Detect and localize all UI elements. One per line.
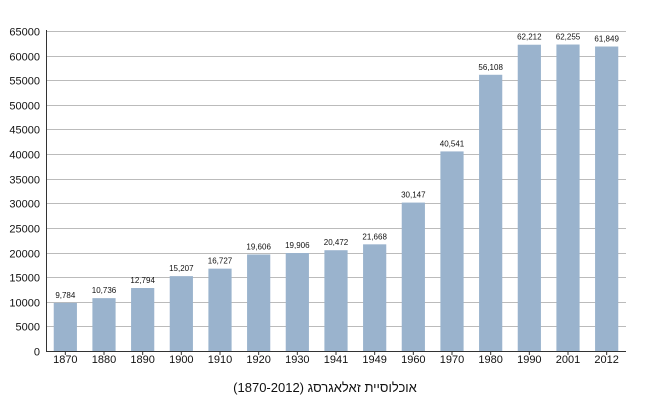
- bar-value-label: 30,147: [401, 191, 426, 200]
- x-tick-label: 2001: [556, 354, 580, 366]
- bar: [517, 44, 541, 352]
- bar-value-label: 61,849: [594, 35, 619, 44]
- bar: [363, 244, 387, 351]
- x-tick-label: 1910: [208, 354, 232, 366]
- y-tick-label: 5000: [16, 322, 40, 334]
- x-tick-label: 1960: [401, 354, 425, 366]
- bar: [169, 276, 193, 351]
- bar-value-label: 19,606: [246, 242, 271, 251]
- bar: [247, 254, 271, 351]
- bar-value-label: 12,794: [130, 276, 155, 285]
- bar: [92, 298, 116, 351]
- bar: [131, 288, 155, 351]
- y-tick-label: 20000: [9, 249, 40, 261]
- x-tick-label: 1880: [92, 354, 116, 366]
- y-tick-label: 55000: [9, 76, 40, 88]
- bar-value-label: 9,784: [55, 291, 76, 300]
- bar: [401, 202, 425, 351]
- bar-value-label: 20,472: [324, 238, 349, 247]
- y-tick-label: 50000: [9, 101, 40, 113]
- x-tick-label: 1970: [440, 354, 464, 366]
- bar-value-label: 15,207: [169, 264, 194, 273]
- bar: [324, 250, 348, 351]
- bar-value-label: 19,906: [285, 241, 310, 250]
- x-tick-label: 1900: [169, 354, 193, 366]
- bar: [595, 46, 619, 352]
- bar-value-label: 56,108: [478, 63, 503, 72]
- y-tick-label: 40000: [9, 150, 40, 162]
- y-tick-label: 35000: [9, 175, 40, 187]
- y-tick-label: 65000: [9, 27, 40, 39]
- x-tick-label: 1980: [478, 354, 502, 366]
- x-tick-label: 1920: [246, 354, 270, 366]
- bar-value-label: 10,736: [92, 286, 117, 295]
- chart-caption: אוכלוסיית זאלאגרסג (1870-2012): [233, 380, 417, 395]
- bar: [479, 74, 503, 351]
- x-tick-label: 1941: [324, 354, 348, 366]
- y-tick-label: 25000: [9, 224, 40, 236]
- bar-value-label: 40,541: [440, 139, 465, 148]
- bar: [440, 151, 464, 351]
- y-tick-label: 45000: [9, 125, 40, 137]
- bar-value-label: 16,727: [208, 257, 233, 266]
- y-tick-label: 30000: [9, 199, 40, 211]
- bar-value-label: 62,255: [556, 33, 581, 42]
- x-tick-label: 1949: [362, 354, 386, 366]
- x-tick-label: 2012: [594, 354, 618, 366]
- bar: [208, 268, 232, 351]
- bar: [285, 253, 309, 351]
- x-tick-label: 1870: [53, 354, 77, 366]
- bar: [556, 44, 580, 351]
- y-tick-label: 0: [34, 347, 40, 359]
- bar: [53, 302, 77, 351]
- bar-value-label: 62,212: [517, 33, 542, 42]
- y-tick-label: 15000: [9, 273, 40, 285]
- y-tick-label: 60000: [9, 52, 40, 64]
- y-tick-label: 10000: [9, 298, 40, 310]
- x-tick-label: 1890: [130, 354, 154, 366]
- x-tick-label: 1930: [285, 354, 309, 366]
- x-tick-label: 1990: [517, 354, 541, 366]
- bar-value-label: 21,668: [362, 232, 387, 241]
